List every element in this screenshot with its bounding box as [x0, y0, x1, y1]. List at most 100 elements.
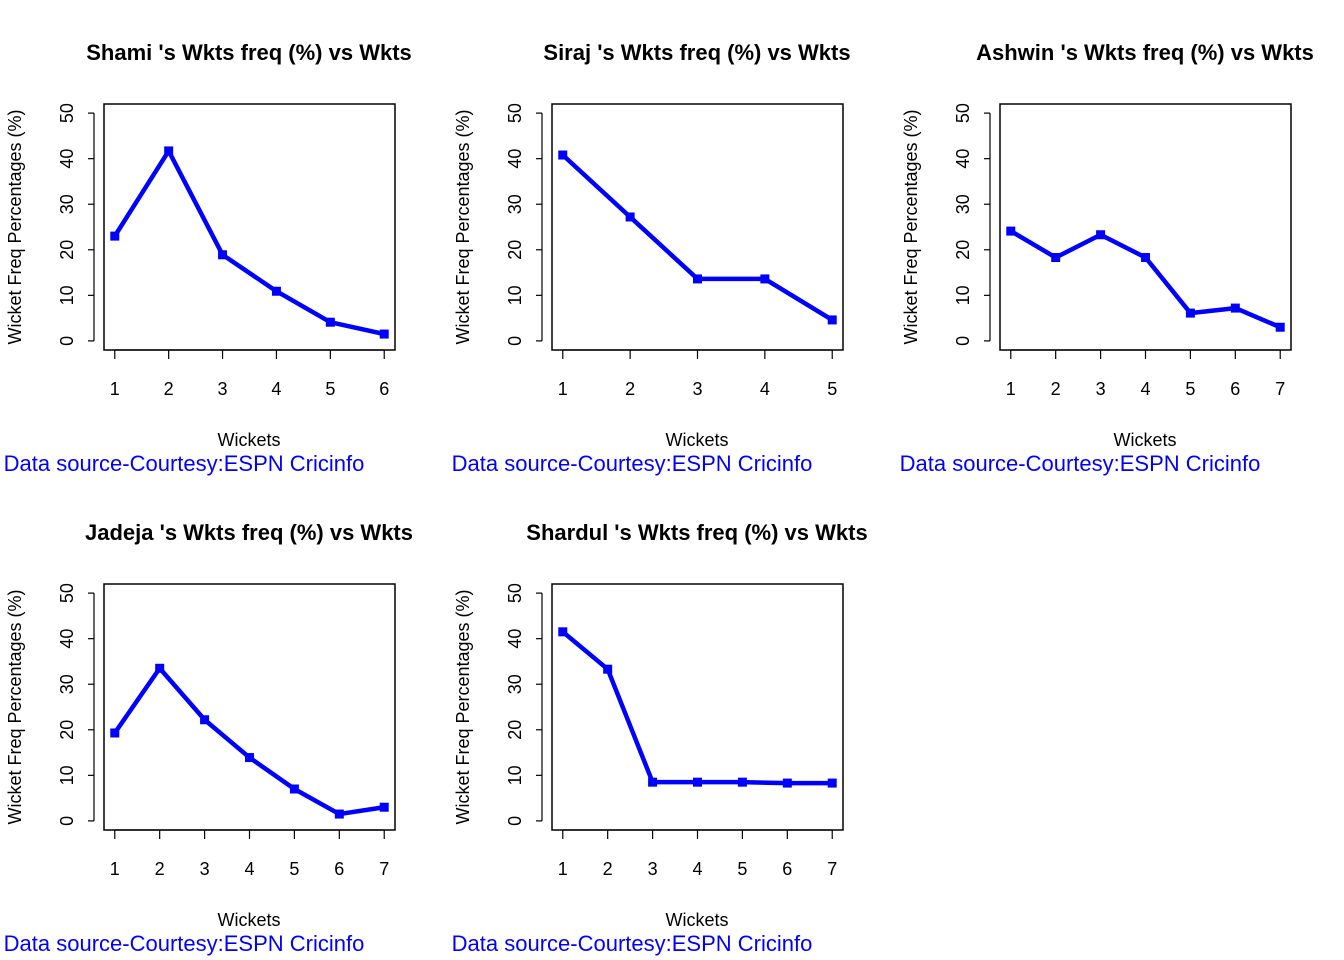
y-tick-label: 50	[57, 583, 77, 603]
x-tick-label: 2	[164, 379, 174, 399]
data-point	[603, 664, 613, 674]
chart-title: Jadeja 's Wkts freq (%) vs Wkts	[85, 520, 413, 545]
data-point	[1230, 303, 1240, 313]
x-tick-label: 2	[1051, 379, 1061, 399]
data-point	[289, 784, 299, 794]
x-tick-label: 1	[1006, 379, 1016, 399]
y-tick-label: 30	[953, 194, 973, 214]
data-point	[827, 778, 837, 788]
x-tick-label: 6	[1230, 379, 1240, 399]
y-tick-label: 40	[505, 149, 525, 169]
x-tick-label: 3	[648, 859, 658, 879]
data-point	[827, 315, 837, 325]
data-point	[693, 777, 702, 787]
y-axis-label: Wicket Freq Percentages (%)	[453, 109, 473, 344]
y-tick-label: 20	[953, 240, 973, 260]
data-line	[561, 630, 833, 786]
data-point	[782, 778, 792, 788]
chart-title: Siraj 's Wkts freq (%) vs Wkts	[543, 40, 850, 65]
y-tick-label: 30	[57, 674, 77, 694]
x-tick-label: 4	[692, 859, 702, 879]
data-point	[648, 777, 658, 787]
y-tick-label: 40	[505, 629, 525, 649]
data-point	[164, 146, 174, 156]
x-axis-label: Wickets	[218, 430, 281, 450]
y-tick-label: 10	[57, 285, 77, 305]
y-tick-label: 50	[505, 583, 525, 603]
x-tick-label: 7	[379, 859, 389, 879]
panel: Shardul 's Wkts freq (%) vs Wkts 0 10 20 30 4…	[452, 520, 868, 956]
x-tick-label: 3	[1096, 379, 1106, 399]
x-tick-label: 6	[334, 859, 344, 879]
source-note: Data source-Courtesy:ESPN Cricinfo	[900, 451, 1261, 476]
data-point	[760, 274, 770, 284]
data-point	[110, 231, 120, 241]
y-tick-label: 10	[953, 285, 973, 305]
x-tick-label: 2	[603, 859, 613, 879]
x-tick-label: 2	[155, 859, 165, 879]
source-note: Data source-Courtesy:ESPN Cricinfo	[4, 451, 365, 476]
y-axis-label: Wicket Freq Percentages (%)	[901, 109, 921, 344]
x-tick-label: 1	[110, 859, 120, 879]
x-tick-label: 5	[325, 379, 335, 399]
y-tick-label: 20	[505, 720, 525, 740]
data-point	[1096, 230, 1106, 240]
x-tick-label: 6	[379, 379, 389, 399]
x-tick-label: 3	[692, 379, 702, 399]
data-point	[1141, 253, 1150, 263]
y-tick-label: 0	[57, 816, 77, 826]
x-axis-label: Wickets	[666, 430, 729, 450]
data-point	[325, 317, 335, 327]
x-tick-label: 2	[625, 379, 635, 399]
y-tick-label: 0	[953, 336, 973, 346]
data-point	[1275, 322, 1285, 332]
y-tick-label: 40	[953, 149, 973, 169]
x-tick-label: 1	[558, 379, 568, 399]
x-axis-label: Wickets	[666, 910, 729, 930]
x-tick-label: 5	[737, 859, 747, 879]
data-point	[334, 809, 344, 819]
y-tick-label: 50	[505, 103, 525, 123]
y-tick-label: 50	[953, 103, 973, 123]
y-tick-label: 30	[505, 194, 525, 214]
y-tick-label: 10	[505, 285, 525, 305]
panel: Siraj 's Wkts freq (%) vs Wkts 0 10 20 30 40 5…	[452, 40, 851, 476]
y-tick-label: 20	[57, 720, 77, 740]
data-point	[379, 329, 389, 339]
x-tick-label: 4	[271, 379, 281, 399]
y-tick-label: 0	[505, 336, 525, 346]
data-point	[625, 212, 635, 222]
y-tick-label: 10	[505, 765, 525, 785]
y-tick-label: 30	[505, 674, 525, 694]
x-tick-label: 5	[289, 859, 299, 879]
data-point	[558, 627, 568, 637]
x-tick-label: 4	[1140, 379, 1150, 399]
data-point	[558, 150, 568, 160]
x-tick-label: 5	[1185, 379, 1195, 399]
data-line	[1009, 229, 1282, 330]
y-tick-label: 40	[57, 149, 77, 169]
y-axis-label: Wicket Freq Percentages (%)	[5, 589, 25, 824]
plot-box	[551, 103, 844, 351]
data-point	[155, 663, 165, 673]
data-point	[1185, 308, 1195, 318]
y-axis-label: Wicket Freq Percentages (%)	[453, 589, 473, 824]
y-axis-label: Wicket Freq Percentages (%)	[5, 109, 25, 344]
y-tick-label: 50	[57, 103, 77, 123]
data-point	[200, 715, 210, 725]
panel: Ashwin 's Wkts freq (%) vs Wkts 0 10 20 30 40…	[900, 40, 1314, 476]
data-point	[271, 286, 281, 296]
data-point	[110, 728, 120, 738]
x-tick-label: 4	[760, 379, 770, 399]
x-axis-label: Wickets	[218, 910, 281, 930]
y-tick-label: 20	[505, 240, 525, 260]
x-tick-label: 1	[110, 379, 120, 399]
x-tick-label: 7	[1275, 379, 1285, 399]
panel: Jadeja 's Wkts freq (%) vs Wkts 0 10 20 30 40…	[4, 520, 413, 956]
x-tick-label: 7	[827, 859, 837, 879]
y-tick-label: 30	[57, 194, 77, 214]
data-line	[112, 666, 385, 817]
data-point	[1051, 253, 1061, 263]
x-tick-label: 1	[558, 859, 568, 879]
